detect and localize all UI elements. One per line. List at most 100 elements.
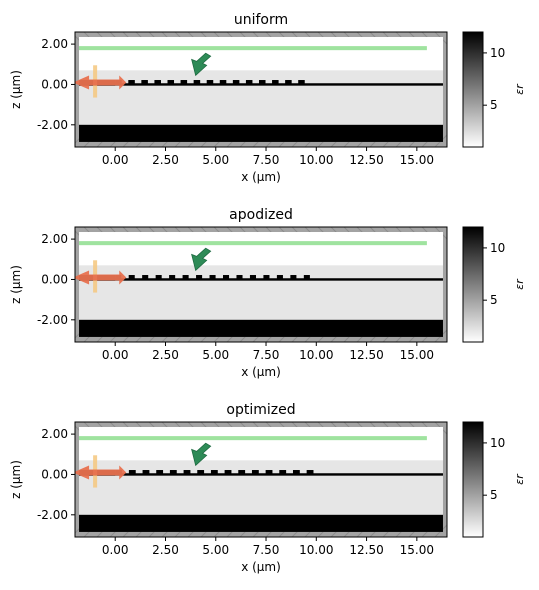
x-tick-label: 5.00 [202, 153, 229, 167]
grating-tooth [292, 470, 300, 475]
x-tick-label: 15.00 [400, 153, 434, 167]
grating-tooth [169, 470, 177, 475]
grating-tooth [154, 80, 161, 85]
grating-tooth [142, 275, 149, 280]
x-tick-label: 10.00 [299, 153, 333, 167]
colorbar-tick-label: 5 [490, 98, 498, 112]
x-tick-label: 5.00 [202, 543, 229, 557]
plot-area [58, 32, 461, 147]
grating-tooth [193, 80, 201, 85]
grating-tooth [183, 470, 191, 475]
chart-title: apodized [229, 207, 293, 223]
colorbar [462, 421, 484, 538]
grating-tooth [128, 80, 135, 85]
x-axis-label: x (µm) [241, 365, 281, 379]
grating-tooth [224, 470, 232, 475]
source-direction-arrow [191, 442, 212, 467]
grating-tooth [196, 275, 203, 280]
y-tick-label: 2.00 [41, 232, 68, 246]
grating-tooth [206, 80, 214, 85]
hatch-line [448, 524, 461, 537]
colorbar-tick-label: 10 [490, 241, 505, 255]
grating-tooth [141, 80, 148, 85]
waveguide-slab [79, 473, 443, 476]
grating-tooth [167, 80, 175, 85]
grating-tooth [272, 80, 279, 85]
grating-tooth [258, 80, 266, 85]
hatch-line [448, 422, 461, 435]
x-tick-label: 15.00 [400, 348, 434, 362]
grating-tooth [142, 470, 150, 475]
substrate-region [79, 319, 443, 337]
y-tick-label: 2.00 [41, 37, 68, 51]
hatch-line [58, 524, 71, 537]
panel-2: apodized 0.00 2.50 5.00 7.50 10.00 12.50 15.00 2… [9, 207, 526, 379]
y-axis-label: z (µm) [9, 70, 23, 109]
x-tick-label: 0.00 [102, 543, 129, 557]
substrate-region [79, 124, 443, 142]
grating-tooth [128, 470, 136, 475]
hatch-line [45, 524, 58, 537]
axes-frame [74, 226, 448, 343]
x-tick-label: 7.50 [253, 348, 280, 362]
grating-tooth [265, 470, 273, 475]
source-direction-arrow [191, 247, 212, 272]
grating-tooth [182, 275, 189, 280]
panel-3: optimized 0.00 2.50 5.00 7.50 10.00 12.50 15.00… [9, 402, 526, 574]
y-tick-label: 2.00 [41, 427, 68, 441]
x-tick-label: 12.50 [349, 153, 383, 167]
x-tick-label: 15.00 [400, 543, 434, 557]
y-tick-label: -2.00 [37, 508, 68, 522]
source-direction-arrow [191, 52, 212, 77]
hatch-line [448, 227, 461, 240]
grating-tooth [210, 470, 218, 475]
grating-tooth [222, 275, 230, 280]
source-beam [79, 241, 427, 246]
chart-title: uniform [234, 12, 288, 28]
hatch-line [45, 329, 58, 342]
waveguide-slab [79, 278, 443, 281]
x-tick-label: 7.50 [253, 153, 280, 167]
grating-tooth [209, 275, 216, 280]
x-axis-label: x (µm) [241, 560, 281, 574]
grating-tooth [303, 275, 310, 280]
colorbar [462, 31, 484, 148]
colorbar-tick-label: 10 [490, 46, 505, 60]
y-axis-label: z (µm) [9, 265, 23, 304]
grating-tooth [279, 470, 287, 475]
grating-tooth [298, 80, 305, 85]
colorbar [462, 226, 484, 343]
grating-tooth [197, 470, 205, 475]
x-tick-label: 12.50 [349, 348, 383, 362]
mode-source-arrow [75, 465, 127, 480]
grating-tooth [219, 80, 227, 85]
source-beam [79, 436, 427, 441]
y-tick-label: 0.00 [41, 467, 68, 481]
source-beam [79, 46, 427, 51]
x-axis-label: x (µm) [241, 170, 281, 184]
grating-tooth [169, 275, 176, 280]
grating-tooth [180, 80, 188, 85]
colorbar-label: εr [513, 278, 526, 290]
y-axis-label: z (µm) [9, 460, 23, 499]
air-region [79, 37, 443, 71]
plot-area [45, 422, 461, 537]
x-tick-label: 10.00 [299, 348, 333, 362]
plot-area [45, 227, 461, 342]
air-region [79, 427, 443, 461]
grating-tooth [245, 80, 253, 85]
hatch-line [448, 134, 461, 147]
colorbar-tick-label: 10 [490, 436, 505, 450]
panel-1: uniform 0.00 2.50 5.00 7.50 10.00 12.50 15.00 2.… [9, 12, 526, 184]
y-tick-label: -2.00 [37, 118, 68, 132]
colorbar-tick-label: 5 [490, 488, 498, 502]
grating-tooth [285, 80, 292, 85]
hatch-line [58, 134, 71, 147]
grating-tooth [238, 470, 246, 475]
grating-tooth [236, 275, 243, 280]
grating-tooth [276, 275, 283, 280]
x-tick-label: 0.00 [102, 153, 129, 167]
chart-title: optimized [226, 402, 295, 418]
grating-tooth [232, 80, 240, 85]
